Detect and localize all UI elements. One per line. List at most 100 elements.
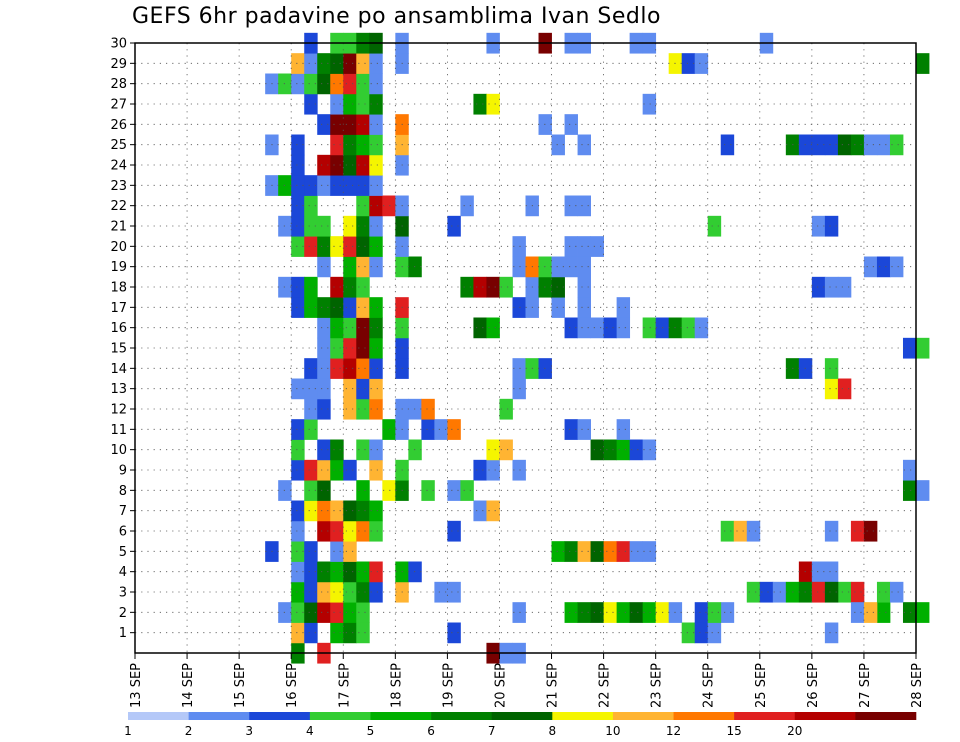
heatmap-cell bbox=[369, 500, 383, 522]
heatmap-cell bbox=[486, 500, 500, 522]
heatmap-cell bbox=[824, 622, 839, 644]
heatmap-cell bbox=[291, 215, 305, 237]
heatmap-cell bbox=[447, 581, 461, 603]
heatmap-cell bbox=[343, 520, 357, 542]
heatmap-cell bbox=[317, 520, 331, 542]
heatmap-cell bbox=[577, 297, 591, 318]
legend-swatch bbox=[188, 712, 250, 720]
x-tick-label: 17 SEP bbox=[337, 663, 352, 708]
heatmap-cell bbox=[460, 276, 474, 298]
y-tick-label: 1 bbox=[119, 626, 127, 641]
x-tick-label: 16 SEP bbox=[285, 663, 300, 708]
heatmap-cell bbox=[512, 256, 526, 278]
heatmap-cell bbox=[369, 93, 383, 115]
heatmap-cell bbox=[447, 622, 461, 644]
heatmap-cell bbox=[551, 541, 565, 562]
heatmap-cell bbox=[291, 520, 305, 542]
heatmap-cell bbox=[369, 256, 383, 278]
heatmap-cell bbox=[369, 236, 383, 257]
heatmap-cell bbox=[330, 561, 344, 583]
heatmap-cell bbox=[330, 500, 344, 522]
heatmap-cell bbox=[317, 154, 331, 176]
legend-label: 1 bbox=[124, 724, 132, 738]
heatmap-cell bbox=[382, 419, 396, 440]
heatmap-cell bbox=[304, 378, 318, 400]
heatmap-cell bbox=[824, 520, 839, 542]
y-tick-label: 12 bbox=[110, 403, 127, 418]
heatmap-cell bbox=[330, 175, 344, 196]
heatmap-cell bbox=[343, 73, 357, 95]
heatmap-cell bbox=[720, 520, 735, 542]
heatmap-cell bbox=[291, 276, 305, 298]
heatmap-cell bbox=[317, 439, 331, 461]
heatmap-cell bbox=[824, 378, 839, 400]
heatmap-cell bbox=[473, 500, 487, 522]
heatmap-cell bbox=[291, 459, 305, 481]
heatmap-cell bbox=[343, 581, 357, 603]
heatmap-cell bbox=[356, 358, 370, 379]
y-tick-label: 15 bbox=[110, 342, 127, 357]
heatmap-cell bbox=[317, 561, 331, 583]
heatmap-cell bbox=[343, 114, 357, 135]
heatmap-cell bbox=[551, 297, 565, 318]
heatmap-cell bbox=[590, 541, 604, 562]
legend-swatch bbox=[855, 712, 917, 720]
y-tick-label: 27 bbox=[110, 98, 127, 113]
heatmap-cell bbox=[356, 500, 370, 522]
heatmap-cell bbox=[694, 317, 709, 339]
heatmap-cell bbox=[343, 622, 357, 644]
heatmap-cell bbox=[577, 541, 591, 562]
heatmap-cell bbox=[876, 581, 891, 603]
legend-swatch bbox=[612, 712, 674, 720]
heatmap-cell bbox=[330, 602, 344, 623]
heatmap-cell bbox=[304, 236, 318, 257]
heatmap-cell bbox=[330, 459, 344, 481]
x-tick-label: 26 SEP bbox=[806, 663, 821, 708]
heatmap-cell bbox=[707, 622, 722, 644]
heatmap-cell bbox=[811, 215, 826, 237]
heatmap-cell bbox=[330, 53, 344, 74]
y-tick-label: 6 bbox=[119, 525, 127, 540]
heatmap-cell bbox=[460, 195, 474, 217]
heatmap-cell bbox=[317, 398, 331, 420]
heatmap-cell bbox=[330, 520, 344, 542]
legend-swatch bbox=[128, 712, 189, 720]
legend-label: 4 bbox=[306, 724, 314, 738]
heatmap-cell bbox=[616, 541, 631, 562]
heatmap-cell bbox=[317, 114, 331, 135]
heatmap-cell bbox=[447, 480, 461, 501]
heatmap-cell bbox=[577, 276, 591, 298]
heatmap-cell bbox=[369, 195, 383, 217]
heatmap-cell bbox=[369, 337, 383, 359]
heatmap-cell bbox=[343, 317, 357, 339]
x-tick-label: 21 SEP bbox=[546, 663, 561, 708]
heatmap-cell bbox=[824, 215, 839, 237]
legend-label: 10 bbox=[605, 724, 620, 738]
heatmap-cell bbox=[343, 398, 357, 420]
heatmap-cell bbox=[356, 398, 370, 420]
heatmap-cell bbox=[564, 541, 578, 562]
heatmap-cell bbox=[291, 195, 305, 217]
heatmap-cell bbox=[486, 439, 500, 461]
heatmap-cell bbox=[343, 459, 357, 481]
heatmap-cell bbox=[330, 93, 344, 115]
heatmap-cell bbox=[356, 561, 370, 583]
heatmap-cell bbox=[330, 622, 344, 644]
heatmap-cell bbox=[369, 215, 383, 237]
heatmap-cell bbox=[343, 561, 357, 583]
heatmap-cell bbox=[564, 236, 578, 257]
heatmap-cell bbox=[616, 419, 631, 440]
heatmap-cell bbox=[369, 561, 383, 583]
heatmap-cell bbox=[369, 378, 383, 400]
y-tick-label: 24 bbox=[110, 159, 127, 174]
heatmap-cell bbox=[629, 439, 644, 461]
heatmap-cell bbox=[291, 500, 305, 522]
heatmap-cell bbox=[369, 317, 383, 339]
heatmap-cell bbox=[863, 134, 878, 156]
heatmap-cell bbox=[707, 215, 722, 237]
heatmap-cell bbox=[681, 317, 696, 339]
heatmap-cell bbox=[916, 602, 930, 623]
heatmap-cell bbox=[863, 602, 878, 623]
heatmap-cell bbox=[499, 398, 513, 420]
heatmap-cell bbox=[304, 93, 318, 115]
